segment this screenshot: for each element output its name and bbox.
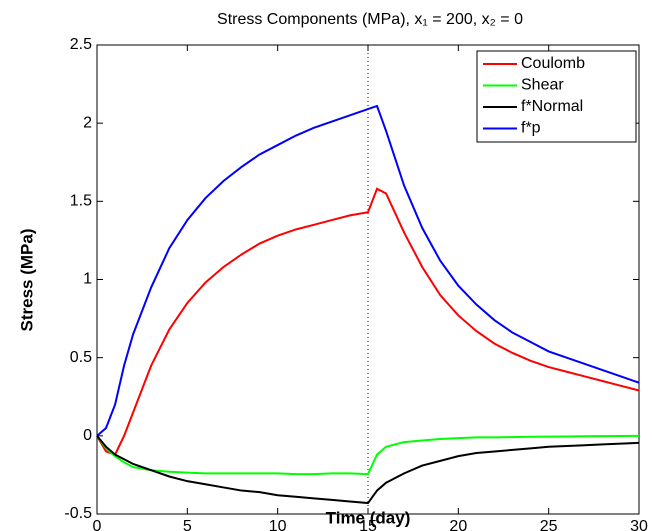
x-tick-label: 5 (183, 518, 192, 531)
x-tick-label: 15 (359, 518, 377, 531)
y-axis-label: Stress (MPa) (17, 229, 36, 332)
x-tick-label: 10 (269, 518, 287, 531)
series-line (96, 434, 640, 476)
y-tick-label: -0.5 (64, 505, 92, 522)
legend-label: Coulomb (521, 55, 585, 72)
y-tick-label: 1 (83, 271, 92, 288)
legend-label: f*p (521, 120, 541, 137)
x-tick-label: 0 (93, 518, 102, 531)
series-line (96, 187, 640, 456)
y-tick-label: 0.5 (70, 349, 92, 366)
x-tick-label: 25 (540, 518, 558, 531)
y-tick-label: 2 (83, 114, 92, 131)
y-tick-label: 2.5 (70, 36, 92, 53)
legend-box (476, 50, 637, 143)
x-tick-label: 30 (630, 518, 648, 531)
y-tick-label: 1.5 (70, 193, 92, 210)
series-line (96, 435, 640, 505)
legend-label: Shear (521, 77, 564, 94)
chart-title: Stress Components (MPa), x₁ = 200, x₂ = … (217, 11, 523, 28)
legend-label: f*Normal (521, 98, 583, 115)
x-axis-label: Time (day) (326, 508, 411, 527)
series-line (96, 104, 640, 437)
x-tick-label: 20 (449, 518, 467, 531)
y-tick-label: 0 (83, 427, 92, 444)
